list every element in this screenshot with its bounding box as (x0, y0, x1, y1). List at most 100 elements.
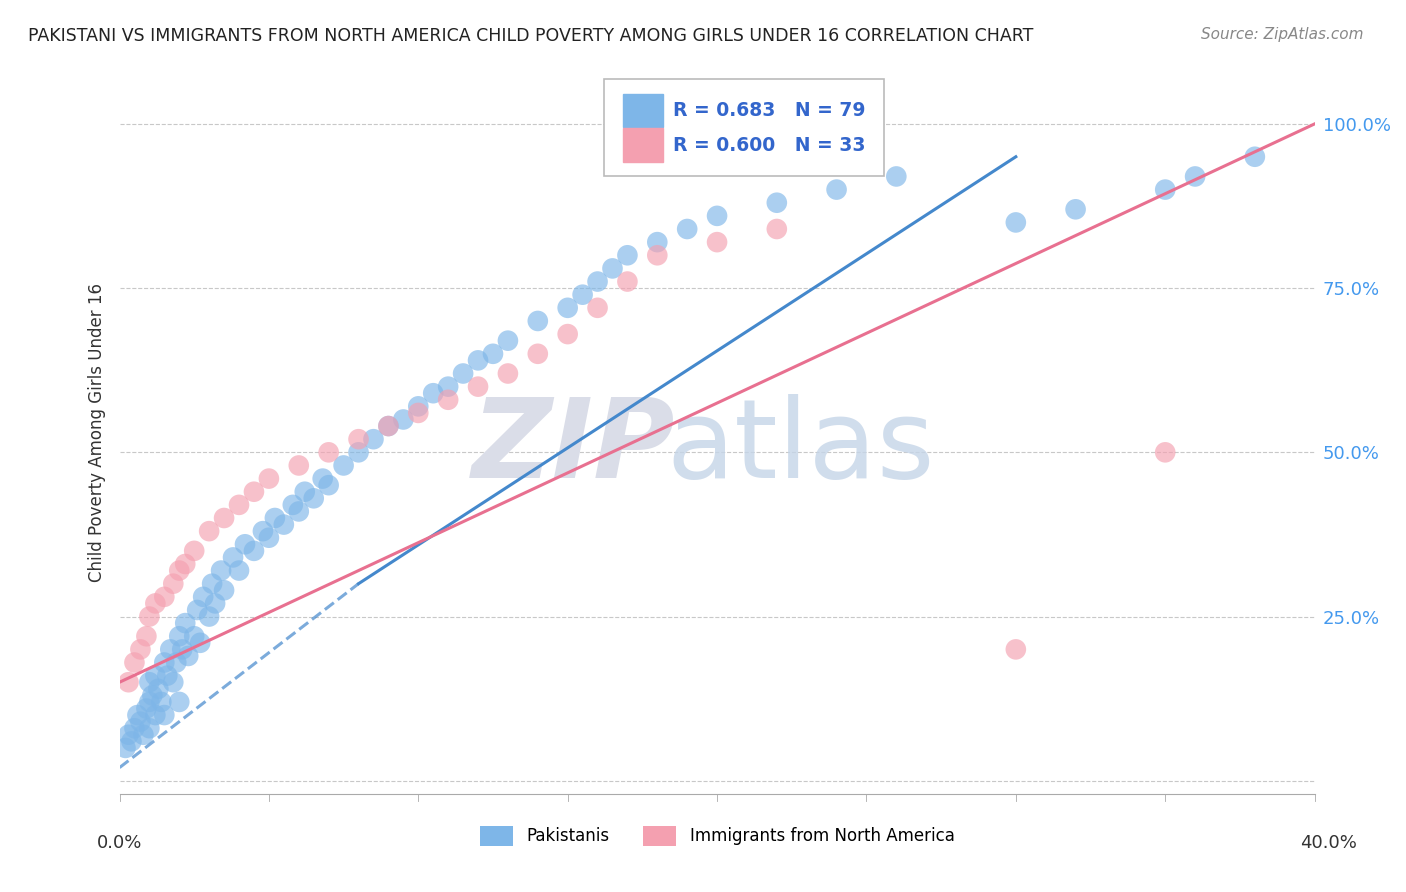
Point (527, 347, 550, 361)
Point (377, 419, 399, 434)
Point (257, 531, 280, 545)
Point (117, 728, 139, 742)
Point (264, 511, 287, 525)
Point (496, 367, 519, 381)
Point (228, 564, 250, 578)
Point (1184, 169, 1206, 184)
Point (138, 721, 160, 735)
Point (243, 544, 266, 558)
Text: atlas: atlas (666, 393, 935, 500)
Point (467, 379, 489, 393)
Point (162, 576, 184, 591)
Point (586, 275, 609, 289)
Point (281, 498, 304, 512)
Point (347, 445, 370, 459)
Point (288, 458, 311, 473)
Point (114, 740, 136, 755)
Point (706, 209, 728, 223)
Point (183, 629, 205, 643)
Text: ZIP: ZIP (472, 393, 675, 500)
Point (172, 642, 194, 657)
Point (408, 406, 430, 420)
Point (186, 603, 208, 617)
Point (1154, 445, 1177, 459)
Point (129, 714, 152, 729)
Point (408, 400, 430, 414)
Point (571, 287, 593, 301)
Point (363, 432, 385, 446)
Point (318, 478, 340, 492)
Point (135, 629, 157, 643)
Point (467, 353, 489, 368)
Point (228, 498, 250, 512)
Point (124, 656, 146, 670)
Point (153, 590, 176, 604)
Point (138, 695, 160, 709)
Point (825, 183, 848, 197)
Point (135, 701, 157, 715)
Point (145, 668, 166, 682)
Point (212, 583, 235, 598)
Point (557, 301, 579, 315)
Point (482, 347, 505, 361)
Point (422, 386, 444, 401)
Point (377, 419, 399, 434)
Text: 40.0%: 40.0% (1301, 834, 1357, 852)
Point (169, 695, 191, 709)
Point (169, 629, 191, 643)
Point (191, 590, 215, 604)
Point (201, 576, 224, 591)
Point (1244, 150, 1267, 164)
Point (294, 484, 316, 499)
Point (252, 524, 274, 538)
Legend: Pakistanis, Immigrants from North America: Pakistanis, Immigrants from North Americ… (471, 817, 963, 855)
Text: 0.0%: 0.0% (97, 834, 142, 852)
Point (145, 708, 166, 723)
Point (586, 301, 609, 315)
FancyBboxPatch shape (623, 128, 664, 161)
Text: Source: ZipAtlas.com: Source: ZipAtlas.com (1201, 27, 1364, 42)
Point (209, 564, 232, 578)
Point (233, 537, 256, 551)
Point (302, 491, 325, 506)
Point (312, 472, 335, 486)
Point (243, 484, 266, 499)
Point (204, 596, 226, 610)
Point (347, 432, 370, 446)
Point (169, 564, 191, 578)
Point (437, 379, 460, 393)
Point (616, 248, 638, 262)
Point (676, 222, 699, 236)
Point (451, 367, 474, 381)
Point (273, 517, 295, 532)
Point (150, 695, 173, 709)
FancyBboxPatch shape (603, 78, 884, 176)
Point (766, 222, 789, 236)
Point (138, 609, 160, 624)
Point (616, 275, 638, 289)
Point (177, 648, 200, 663)
Point (706, 235, 728, 249)
Point (392, 412, 415, 426)
Point (212, 511, 235, 525)
Point (127, 708, 149, 723)
Point (145, 596, 166, 610)
Point (527, 314, 550, 328)
Point (198, 524, 221, 538)
FancyBboxPatch shape (623, 94, 664, 127)
Point (153, 708, 176, 723)
Point (165, 656, 187, 670)
Point (1154, 183, 1177, 197)
Point (647, 235, 669, 249)
Text: R = 0.600   N = 33: R = 0.600 N = 33 (673, 136, 865, 154)
Point (162, 675, 184, 690)
Point (437, 392, 460, 407)
Point (886, 169, 908, 184)
Point (188, 636, 211, 650)
Point (159, 642, 181, 657)
Point (174, 616, 197, 631)
Point (183, 544, 205, 558)
Point (1005, 642, 1028, 657)
Point (496, 334, 519, 348)
Point (766, 195, 789, 210)
